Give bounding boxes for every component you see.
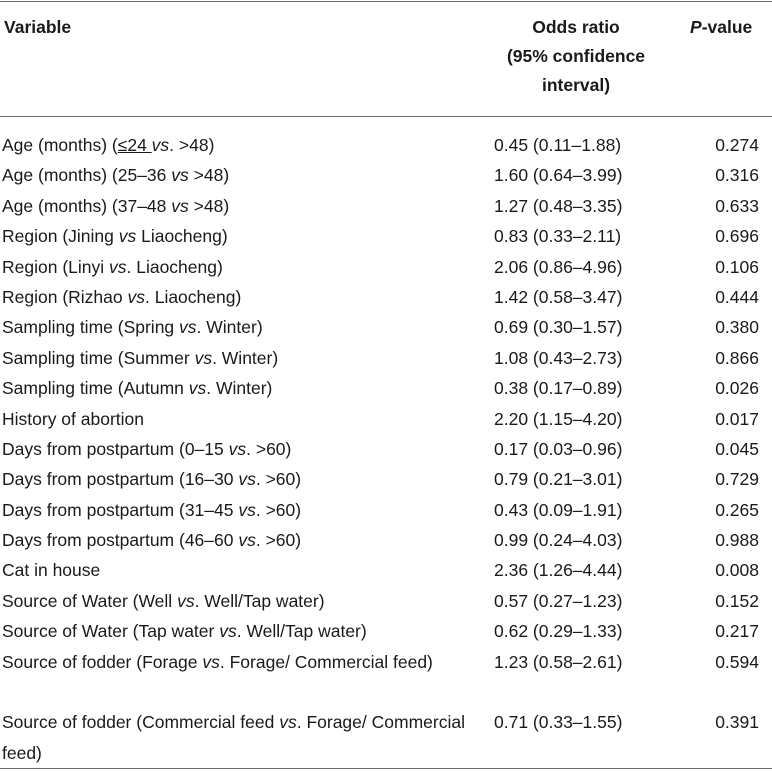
- odds-ratio-cell: 1.23 (0.58–2.61): [494, 651, 623, 672]
- table-row: Age (months) (37–48 vs >48) 1.27 (0.48–3.…: [0, 191, 772, 221]
- header-p-suffix: -value: [701, 17, 753, 37]
- variable-cell: Region (Linyi vs. Liaocheng): [2, 256, 223, 277]
- table-row: Region (Jining vs Liaocheng) 0.83 (0.33–2…: [0, 221, 772, 251]
- table-body: Age (months) (≤24 vs. >48) 0.45 (0.11–1.8…: [0, 130, 772, 768]
- variable-cell: Source of fodder (Forage vs. Forage/ Com…: [2, 651, 433, 672]
- table-row: Days from postpartum (46–60 vs. >60) 0.99…: [0, 525, 772, 555]
- variable-cell: Days from postpartum (31–45 vs. >60): [2, 499, 302, 520]
- p-value-cell: 0.106: [715, 256, 759, 277]
- p-value-cell: 0.380: [715, 317, 759, 338]
- variable-cell: Days from postpartum (16–30 vs. >60): [2, 469, 302, 490]
- odds-ratio-cell: 2.06 (0.86–4.96): [494, 256, 623, 277]
- table-row: Sampling time (Summer vs. Winter) 1.08 (0…: [0, 343, 772, 373]
- odds-ratio-cell: 0.38 (0.17–0.89): [494, 378, 623, 399]
- variable-cell: Sampling time (Spring vs. Winter): [2, 317, 263, 338]
- odds-ratio-cell: 2.20 (1.15–4.20): [494, 408, 623, 429]
- variable-cell: History of abortion: [2, 408, 145, 429]
- header-p-letter: P: [690, 17, 702, 37]
- table-row: Source of Water (Tap water vs. Well/Tap …: [0, 616, 772, 646]
- variable-cell: Age (months) (37–48 vs >48): [2, 195, 230, 216]
- header-variable: Variable: [4, 17, 72, 37]
- p-value-cell: 0.026: [715, 378, 759, 399]
- table-header: Variable Odds ratio (95% confidence inte…: [0, 1, 772, 116]
- table-row: History of abortion 2.20 (1.15–4.20) 0.017: [0, 404, 772, 434]
- odds-ratio-cell: 0.57 (0.27–1.23): [494, 590, 623, 611]
- odds-ratio-cell: 0.71 (0.33–1.55): [494, 712, 623, 733]
- table-row: Sampling time (Autumn vs. Winter) 0.38 (0…: [0, 373, 772, 403]
- header-odds-ratio-line1: Odds ratio: [532, 17, 620, 37]
- variable-cell: Sampling time (Summer vs. Winter): [2, 347, 279, 368]
- table-row: Region (Rizhao vs. Liaocheng) 1.42 (0.58–…: [0, 282, 772, 312]
- odds-ratio-cell: 1.08 (0.43–2.73): [494, 347, 623, 368]
- table-row: Age (months) (25–36 vs >48) 1.60 (0.64–3.…: [0, 160, 772, 190]
- p-value-cell: 0.274: [715, 135, 759, 155]
- table-row: Source of Water (Well vs. Well/Tap water…: [0, 586, 772, 616]
- p-value-cell: 0.866: [715, 347, 759, 368]
- variable-cell: Source of fodder (Commercial feed vs. Fo…: [2, 712, 465, 763]
- p-value-cell: 0.008: [715, 560, 759, 581]
- odds-ratio-cell: 1.60 (0.64–3.99): [494, 165, 623, 186]
- odds-ratio-cell: 0.83 (0.33–2.11): [494, 226, 622, 247]
- p-value-cell: 0.696: [715, 226, 759, 247]
- variable-cell: Sampling time (Autumn vs. Winter): [2, 378, 273, 399]
- variable-cell: Days from postpartum (46–60 vs. >60): [2, 530, 302, 551]
- p-value-cell: 0.265: [715, 499, 759, 520]
- p-value-cell: 0.045: [715, 438, 759, 459]
- variable-cell: Source of Water (Well vs. Well/Tap water…: [2, 590, 325, 611]
- p-value-cell: 0.444: [715, 286, 759, 307]
- p-value-cell: 0.988: [715, 530, 759, 551]
- odds-ratio-cell: 0.62 (0.29–1.33): [494, 621, 623, 642]
- variable-cell: Cat in house: [2, 560, 101, 581]
- p-value-cell: 0.217: [715, 621, 759, 642]
- header-odds-ratio: Odds ratio (95% confidence interval): [466, 13, 686, 100]
- variable-cell: Region (Rizhao vs. Liaocheng): [2, 286, 242, 307]
- header-rule: [0, 116, 772, 117]
- table-row: Region (Linyi vs. Liaocheng) 2.06 (0.86–4…: [0, 252, 772, 282]
- table-row: Days from postpartum (31–45 vs. >60) 0.43…: [0, 495, 772, 525]
- odds-ratio-cell: 2.36 (1.26–4.44): [494, 560, 623, 581]
- header-odds-ratio-line2: (95% confidence: [506, 46, 646, 66]
- p-value-cell: 0.729: [715, 469, 759, 490]
- table-row: Source of fodder (Forage vs. Forage/ Com…: [0, 647, 772, 708]
- p-value-cell: 0.391: [715, 712, 759, 733]
- odds-ratio-cell: 1.27 (0.48–3.35): [494, 195, 623, 216]
- top-rule: [0, 1, 772, 2]
- variable-cell: Region (Jining vs Liaocheng): [2, 226, 228, 247]
- variable-cell: Days from postpartum (0–15 vs. >60): [2, 438, 292, 459]
- p-value-cell: 0.594: [715, 651, 759, 672]
- odds-ratio-cell: 0.69 (0.30–1.57): [494, 317, 623, 338]
- table-row: Days from postpartum (16–30 vs. >60) 0.79…: [0, 464, 772, 494]
- table-row: Days from postpartum (0–15 vs. >60) 0.17 …: [0, 434, 772, 464]
- header-p-value: P-value: [690, 13, 752, 42]
- table-row: Cat in house 2.36 (1.26–4.44) 0.008: [0, 555, 772, 585]
- p-value-cell: 0.017: [715, 408, 759, 429]
- variable-cell: Age (months) (≤24 vs. >48): [2, 135, 215, 155]
- variable-cell: Age (months) (25–36 vs >48): [2, 165, 230, 186]
- odds-ratio-cell: 0.45 (0.11–1.88): [494, 135, 622, 155]
- p-value-cell: 0.316: [715, 165, 759, 186]
- table-row: Sampling time (Spring vs. Winter) 0.69 (0…: [0, 312, 772, 342]
- odds-ratio-cell: 1.42 (0.58–3.47): [494, 286, 623, 307]
- table-row: Age (months) (≤24 vs. >48) 0.45 (0.11–1.8…: [0, 130, 772, 160]
- bottom-rule: [0, 768, 772, 769]
- odds-ratio-cell: 0.17 (0.03–0.96): [494, 438, 623, 459]
- table-row: Source of fodder (Commercial feed vs. Fo…: [0, 707, 772, 768]
- p-value-cell: 0.152: [715, 590, 759, 611]
- odds-ratio-cell: 0.99 (0.24–4.03): [494, 530, 623, 551]
- variable-cell: Source of Water (Tap water vs. Well/Tap …: [2, 621, 367, 642]
- odds-ratio-cell: 0.79 (0.21–3.01): [494, 469, 623, 490]
- p-value-cell: 0.633: [715, 195, 759, 216]
- header-odds-ratio-line3: interval): [541, 75, 611, 95]
- odds-ratio-cell: 0.43 (0.09–1.91): [494, 499, 623, 520]
